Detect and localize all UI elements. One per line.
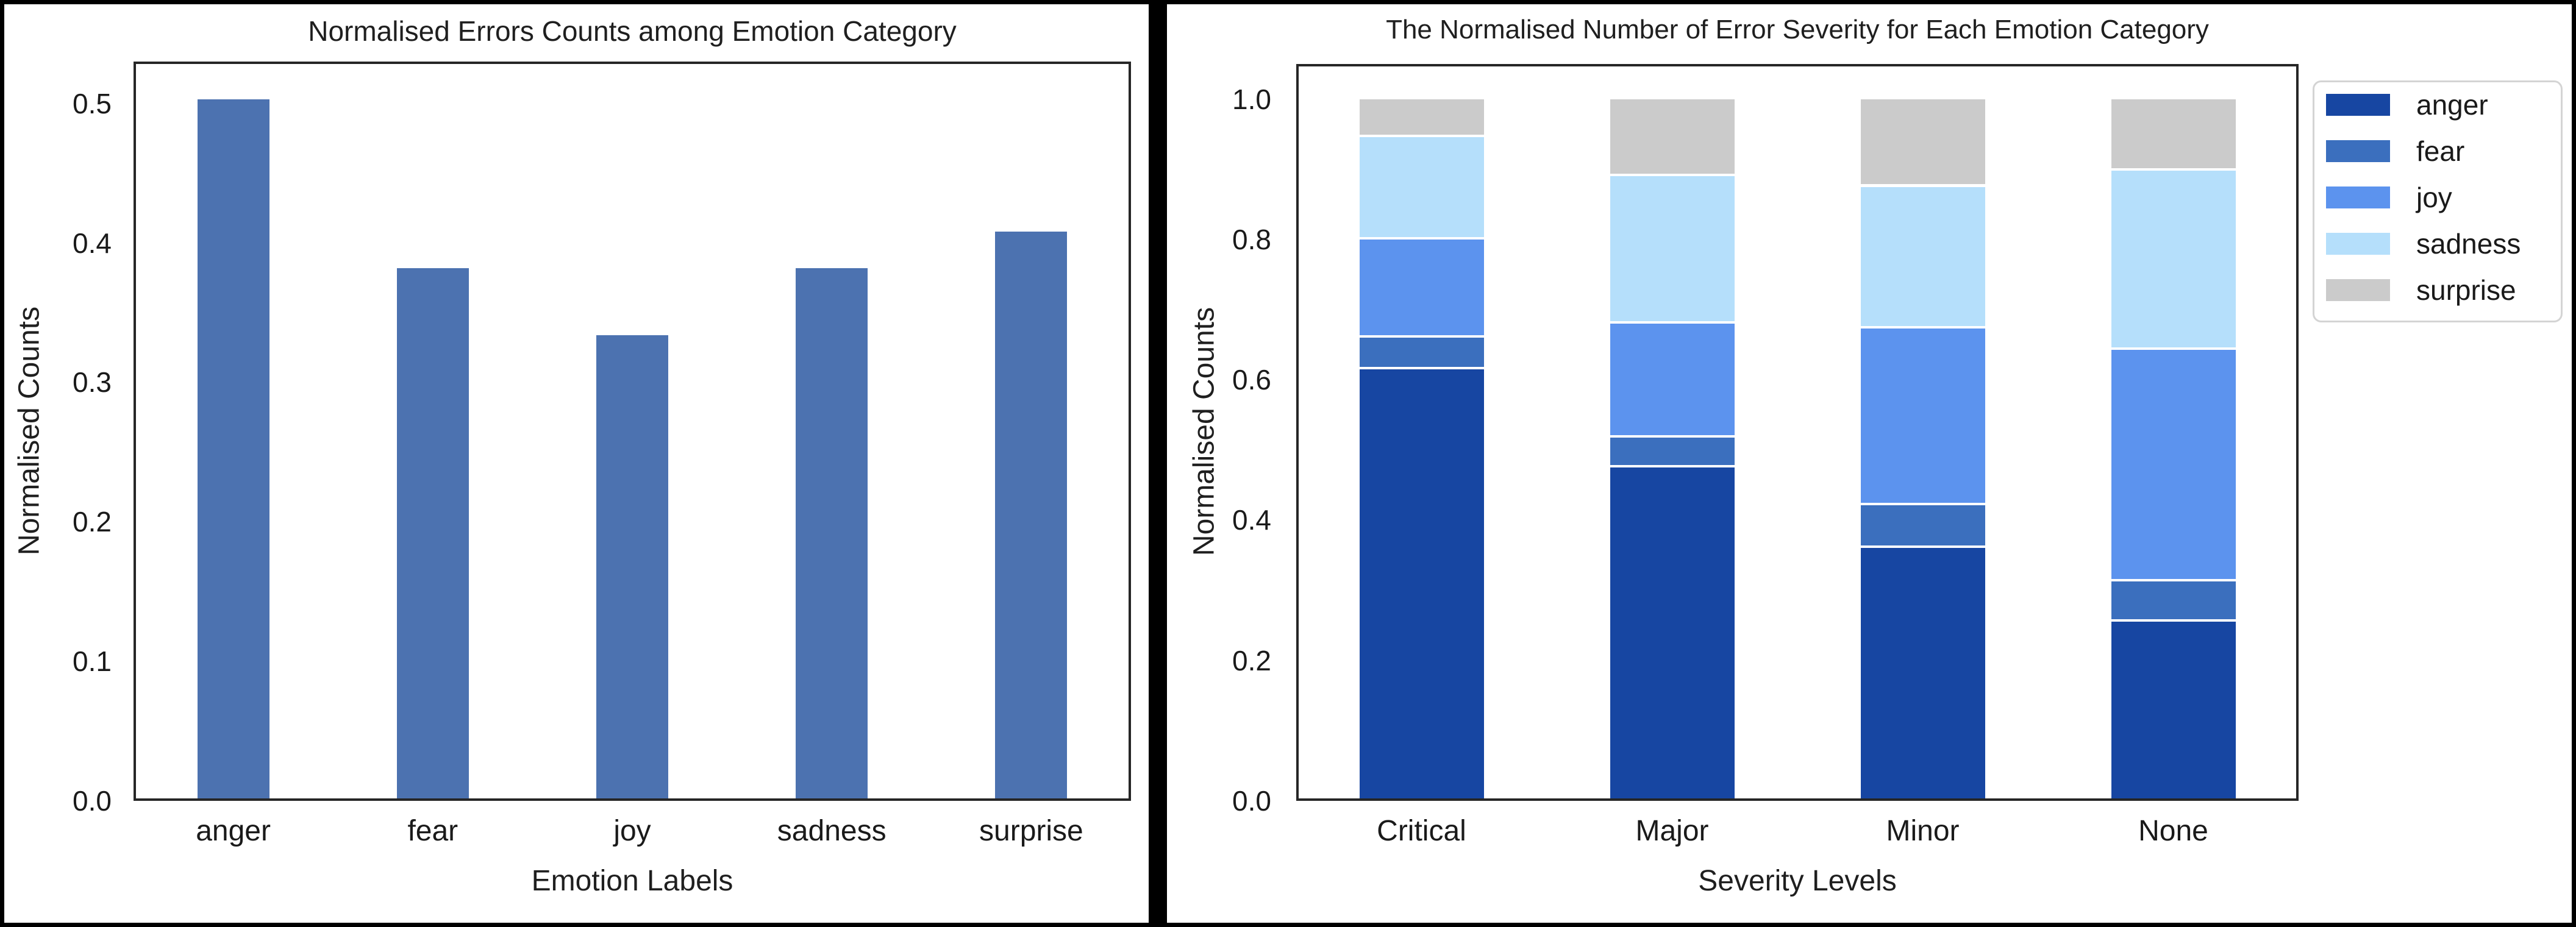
bar-joy	[596, 335, 668, 801]
segment-none-sadness	[2111, 171, 2236, 350]
y-tick-label: 0.2	[1232, 644, 1271, 677]
y-tick-label: 0.4	[73, 227, 112, 259]
y-tick-label: 0.5	[73, 87, 112, 119]
bar-sadness	[796, 268, 868, 801]
x-tick-label: Critical	[1377, 815, 1466, 847]
x-tick-label: Major	[1635, 815, 1709, 847]
segment-none-joy	[2111, 349, 2236, 581]
right-x-axis-label: Severity Levels	[1698, 865, 1897, 897]
segment-none-fear	[2111, 581, 2236, 622]
y-tick-label: 0.1	[73, 645, 112, 678]
y-tick-label: 0.2	[73, 506, 112, 538]
segment-minor-joy	[1860, 329, 1985, 506]
legend-label-sadness: sadness	[2416, 228, 2521, 260]
y-tick-label: 0.8	[1232, 223, 1271, 255]
segment-minor-sadness	[1860, 186, 1985, 329]
x-tick-label: surprise	[979, 815, 1083, 847]
right-plot-area	[1296, 64, 2299, 801]
bar-surprise	[995, 232, 1068, 801]
segment-minor-anger	[1860, 548, 1985, 801]
x-tick-label: sadness	[777, 815, 887, 847]
legend-swatch-surprise	[2326, 279, 2390, 301]
segment-none-anger	[2111, 622, 2236, 801]
segment-minor-fear	[1860, 505, 1985, 549]
x-tick-label: Minor	[1886, 815, 1960, 847]
segment-critical-surprise	[1359, 99, 1484, 137]
segment-critical-fear	[1359, 338, 1484, 369]
legend-swatch-fear	[2326, 140, 2390, 162]
legend-swatch-joy	[2326, 186, 2390, 208]
y-tick-label: 0.0	[73, 785, 112, 817]
x-tick-label: anger	[196, 815, 271, 847]
left-x-axis-label: Emotion Labels	[531, 865, 733, 897]
legend-label-fear: fear	[2416, 135, 2465, 167]
left-plot-area	[134, 62, 1131, 801]
segment-major-surprise	[1610, 99, 1735, 177]
y-tick-label: 0.4	[1232, 504, 1271, 536]
x-tick-label: None	[2138, 815, 2208, 847]
panel-divider	[1149, 0, 1167, 927]
x-tick-label: fear	[407, 815, 458, 847]
y-tick-label: 1.0	[1232, 83, 1271, 115]
legend-swatch-sadness	[2326, 233, 2390, 255]
segment-major-anger	[1610, 467, 1735, 801]
segment-critical-sadness	[1359, 137, 1484, 240]
segment-critical-anger	[1359, 369, 1484, 801]
left-chart-title: Normalised Errors Counts among Emotion C…	[308, 15, 957, 47]
segment-major-joy	[1610, 324, 1735, 438]
x-tick-label: joy	[613, 815, 651, 847]
segment-none-surprise	[2111, 99, 2236, 171]
right-chart-title: The Normalised Number of Error Severity …	[1386, 15, 2209, 44]
legend-swatch-anger	[2326, 94, 2390, 116]
legend-label-surprise: surprise	[2416, 274, 2516, 306]
bar-anger	[197, 99, 269, 801]
legend-label-anger: anger	[2416, 89, 2488, 121]
segment-major-fear	[1610, 437, 1735, 468]
segment-critical-joy	[1359, 239, 1484, 338]
segment-major-sadness	[1610, 176, 1735, 324]
y-tick-label: 0.0	[1232, 785, 1271, 817]
bar-fear	[396, 268, 469, 801]
y-tick-label: 0.6	[1232, 364, 1271, 396]
y-tick-label: 0.3	[73, 366, 112, 399]
segment-minor-surprise	[1860, 99, 1985, 187]
legend-label-joy: joy	[2416, 182, 2452, 213]
